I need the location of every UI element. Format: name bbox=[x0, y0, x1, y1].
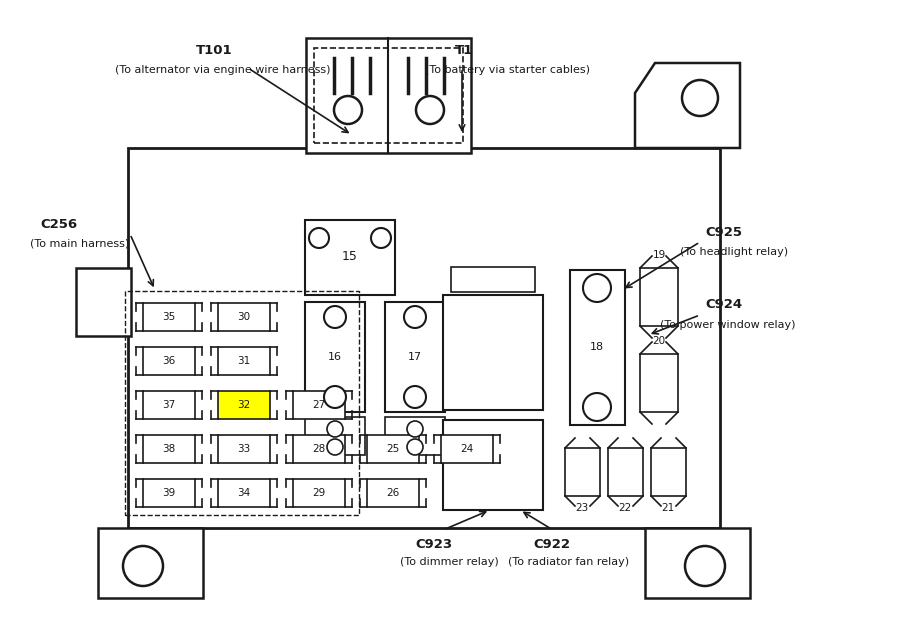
Bar bbox=[218, 479, 270, 507]
Text: C924: C924 bbox=[705, 299, 742, 311]
Bar bbox=[128, 148, 720, 528]
Text: C256: C256 bbox=[40, 217, 78, 231]
Bar bbox=[305, 417, 365, 455]
Bar bbox=[76, 268, 131, 336]
Circle shape bbox=[404, 386, 426, 408]
Bar bbox=[565, 448, 600, 496]
Circle shape bbox=[324, 386, 346, 408]
Bar bbox=[293, 435, 345, 463]
Text: 36: 36 bbox=[162, 356, 176, 366]
Bar bbox=[143, 347, 195, 375]
Text: 19: 19 bbox=[652, 250, 666, 260]
Text: 25: 25 bbox=[386, 444, 400, 454]
Text: C923: C923 bbox=[415, 539, 452, 551]
Circle shape bbox=[583, 393, 611, 421]
Circle shape bbox=[685, 546, 725, 586]
Bar bbox=[314, 48, 463, 143]
Circle shape bbox=[324, 306, 346, 328]
Text: 31: 31 bbox=[237, 356, 251, 366]
Bar bbox=[218, 391, 270, 419]
Text: 39: 39 bbox=[162, 488, 176, 498]
Circle shape bbox=[407, 439, 423, 455]
Bar bbox=[651, 448, 686, 496]
Bar bbox=[640, 354, 678, 412]
Text: 23: 23 bbox=[575, 503, 589, 513]
Bar bbox=[443, 420, 543, 510]
Bar bbox=[608, 448, 643, 496]
Text: 16: 16 bbox=[328, 352, 342, 362]
Bar bbox=[218, 435, 270, 463]
Circle shape bbox=[371, 228, 391, 248]
Bar bbox=[305, 220, 395, 295]
Bar bbox=[570, 270, 625, 425]
Text: (To headlight relay): (To headlight relay) bbox=[680, 247, 788, 257]
Circle shape bbox=[583, 274, 611, 302]
Text: 18: 18 bbox=[590, 342, 604, 352]
Text: 28: 28 bbox=[312, 444, 326, 454]
Text: (To power window relay): (To power window relay) bbox=[660, 320, 796, 330]
Circle shape bbox=[309, 228, 329, 248]
Bar bbox=[640, 268, 678, 326]
Bar bbox=[143, 479, 195, 507]
Polygon shape bbox=[645, 528, 750, 598]
Bar bbox=[293, 391, 345, 419]
Bar bbox=[293, 479, 345, 507]
Text: 26: 26 bbox=[386, 488, 400, 498]
Text: 33: 33 bbox=[237, 444, 251, 454]
Text: 22: 22 bbox=[619, 503, 631, 513]
Circle shape bbox=[416, 96, 444, 124]
Text: (To radiator fan relay): (To radiator fan relay) bbox=[508, 557, 629, 567]
Text: 38: 38 bbox=[162, 444, 176, 454]
Text: (To main harness): (To main harness) bbox=[30, 239, 129, 249]
Text: C925: C925 bbox=[705, 226, 742, 239]
Circle shape bbox=[334, 96, 362, 124]
Text: 17: 17 bbox=[408, 352, 422, 362]
Text: (To dimmer relay): (To dimmer relay) bbox=[400, 557, 499, 567]
Bar bbox=[143, 435, 195, 463]
Bar bbox=[305, 302, 365, 412]
Circle shape bbox=[682, 80, 718, 116]
Text: 27: 27 bbox=[312, 400, 326, 410]
Bar bbox=[451, 267, 535, 292]
Text: 20: 20 bbox=[652, 336, 666, 346]
Circle shape bbox=[327, 421, 343, 437]
Bar bbox=[441, 435, 493, 463]
Text: C922: C922 bbox=[533, 539, 570, 551]
Bar bbox=[443, 295, 543, 410]
Polygon shape bbox=[635, 63, 740, 148]
Text: 15: 15 bbox=[342, 251, 358, 263]
Text: 30: 30 bbox=[237, 312, 251, 322]
Bar bbox=[218, 347, 270, 375]
Bar bbox=[143, 303, 195, 331]
Bar bbox=[143, 391, 195, 419]
Text: 32: 32 bbox=[237, 400, 251, 410]
Text: T1: T1 bbox=[455, 43, 474, 57]
Text: (To battery via starter cables): (To battery via starter cables) bbox=[425, 65, 590, 75]
Circle shape bbox=[123, 546, 163, 586]
Circle shape bbox=[404, 306, 426, 328]
Polygon shape bbox=[98, 528, 203, 598]
Circle shape bbox=[327, 439, 343, 455]
Text: T101: T101 bbox=[196, 43, 233, 57]
Bar bbox=[385, 302, 445, 412]
Bar bbox=[125, 291, 359, 515]
Bar bbox=[367, 479, 419, 507]
Text: 29: 29 bbox=[312, 488, 326, 498]
Text: 24: 24 bbox=[460, 444, 474, 454]
Text: 21: 21 bbox=[661, 503, 675, 513]
Text: 34: 34 bbox=[237, 488, 251, 498]
Bar bbox=[306, 38, 471, 153]
Text: 35: 35 bbox=[162, 312, 176, 322]
Text: (To alternator via engine wire harness): (To alternator via engine wire harness) bbox=[115, 65, 330, 75]
Bar bbox=[367, 435, 419, 463]
Text: 37: 37 bbox=[162, 400, 176, 410]
Circle shape bbox=[407, 421, 423, 437]
Bar bbox=[385, 417, 445, 455]
Bar bbox=[218, 303, 270, 331]
